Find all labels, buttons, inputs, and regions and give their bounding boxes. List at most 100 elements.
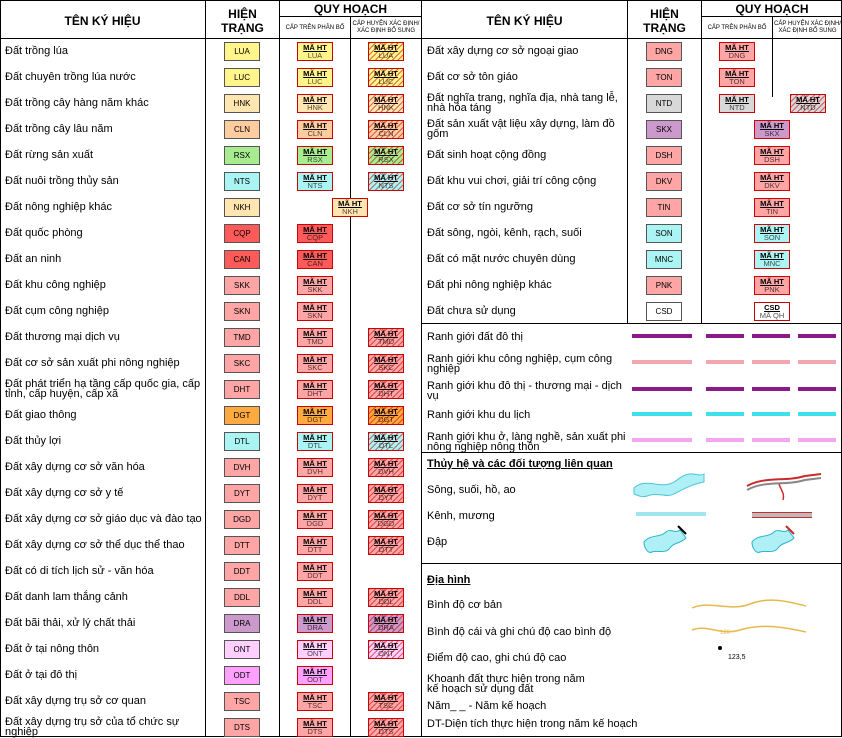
plan-code: DDL [307,597,323,606]
right-plan-box: MÃ HT MNC [754,250,790,269]
left-upper-plan-box: MÃ HT DDL [297,588,333,607]
plan-label: MÃ HT [760,251,784,260]
plan-label: MÃ HT [303,43,327,52]
section-border [422,563,842,564]
col-divider [772,17,773,97]
left-upper-plan-box: MÃ HT DYT [297,484,333,503]
plan-code: CLN [307,129,323,138]
contour-symbol: 120 [691,599,807,636]
plan-code: DTL [378,441,394,450]
left-current-code: NKH [224,198,260,217]
left-row-name: Đất cụm công nghiệp [5,305,109,317]
right-row-name: Đất sinh hoạt cộng đồng [427,149,547,161]
plan-code: DGD [377,519,395,528]
boundary-plan-line [706,334,744,338]
right-current-code: SON [646,224,682,243]
right-current-code: MNC [646,250,682,269]
boundary-plan-line [706,412,744,416]
boundary-current-line [632,438,692,442]
plan-label: MÃ HT [374,615,398,624]
center-divider [421,0,422,737]
left-row-name: Đất xây dựng trụ sở cơ quan [5,695,147,707]
right-current-code: SKX [646,120,682,139]
left-district-plan-box: MÃ HT LUC [368,68,404,87]
dam-plan-symbol [751,525,795,553]
left-row-name: Đất chuyên trồng lúa nước [5,71,136,83]
terrain-elevation-label: Điểm độ cao, ghi chú độ cao [427,652,567,664]
left-row-name: Đất trồng cây hàng năm khác [5,97,149,109]
boundary-label: Ranh giới khu công nghiệp, cụm công nghi… [427,353,613,375]
left-row-name: Đất thủy lợi [5,435,62,447]
plan-code: SKX [764,129,780,138]
col-divider [279,0,280,737]
left-upper-plan-box: MÃ HT DHT [297,380,333,399]
plan-label: MÃ HT [374,95,398,104]
boundary-plan-line [798,387,836,391]
right-plan-box: MÃ HT TIN [754,198,790,217]
plan-label: MÃ HT [303,433,327,442]
river-symbol [633,473,705,498]
left-row-name: Đất xây dựng cơ sở văn hóa [5,461,145,473]
right-plan-box: MÃ HT PNK [754,276,790,295]
terrain-area-label: DT-Diện tích thực hiện trong năm kế hoạc… [427,718,638,730]
contour-label: 120 [720,630,731,636]
left-district-plan-box: MÃ HT TMD [368,328,404,347]
left-row-name: Đất thương mại dịch vụ [5,331,120,343]
plan-code: ODT [307,675,323,684]
plan-code: DRA [307,623,323,632]
plan-label: MÃ HT [303,95,327,104]
left-current-code: NTS [224,172,260,191]
left-current-code: DTL [224,432,260,451]
right-planning-divider [702,16,842,17]
plan-code: SKN [307,311,323,320]
left-district-plan-box: MÃ HT SKC [368,354,404,373]
section-border [422,452,842,453]
left-current-code: DGD [224,510,260,529]
left-upper-plan-box: MÃ HT DGT [297,406,333,425]
boundary-plan-line [752,387,790,391]
right-plan-box: MÃ HT DKV [754,172,790,191]
plan-label: MÃ HT [303,225,327,234]
canal-symbol [636,512,706,516]
left-district-plan-box: MÃ HT ONT [368,640,404,659]
plan-label: CSD [764,303,780,312]
left-district-plan-box: MÃ HT DTS [368,718,404,737]
plan-code: HNK [378,103,394,112]
plan-code: RSX [378,155,394,164]
right-upper-plan-box: MÃ HT DNG [719,42,755,61]
left-upper-plan-box: MÃ HT CLN [297,120,333,139]
canal-plan-symbol [752,512,812,518]
right-row-name: Đất có mặt nước chuyên dùng [427,253,576,265]
left-district-plan-box: MÃ HT DDL [368,588,404,607]
right-upper-plan-box: MÃ HT NTD [719,94,755,113]
plan-label: MÃ HT [338,199,362,208]
plan-label: MÃ HT [760,225,784,234]
plan-label: MÃ HT [760,121,784,130]
plan-code: MNC [763,259,781,268]
left-upper-plan-box: MÃ HT LUA [297,42,333,61]
left-name-header: TÊN KÝ HIỆU [64,14,141,28]
plan-code: DVH [378,467,394,476]
right-current-code: PNK [646,276,682,295]
left-current-code: DRA [224,614,260,633]
plan-label: MÃ HT [303,329,327,338]
left-border [0,0,1,737]
dam-symbol [643,525,687,553]
right-upper-header: CẤP TRÊN PHÂN BỔ [707,24,767,31]
right-plan-box: MÃ HT SKX [754,120,790,139]
boundary-label: Ranh giới đất đô thị [427,331,523,343]
left-current-code: TSC [224,692,260,711]
plan-label: MÃ HT [303,303,327,312]
plan-label: MÃ HT [374,43,398,52]
left-current-code: DTT [224,536,260,555]
left-row-name: Đất cơ sở sản xuất phi nông nghiệp [5,357,180,369]
right-upper-plan-box: MÃ HT TON [719,68,755,87]
plan-code: DTT [307,545,323,554]
left-row-name: Đất xây dựng cơ sở thể dục thể thao [5,539,185,551]
plan-code: RSX [307,155,323,164]
plan-label: MÃ HT [374,693,398,702]
plan-code: DSH [764,155,780,164]
right-row-name: Đất nghĩa trang, nghĩa địa, nhà tang lễ,… [427,92,618,114]
left-upper-plan-box: MÃ HT CQP [297,224,333,243]
left-current-code: LUA [224,42,260,61]
